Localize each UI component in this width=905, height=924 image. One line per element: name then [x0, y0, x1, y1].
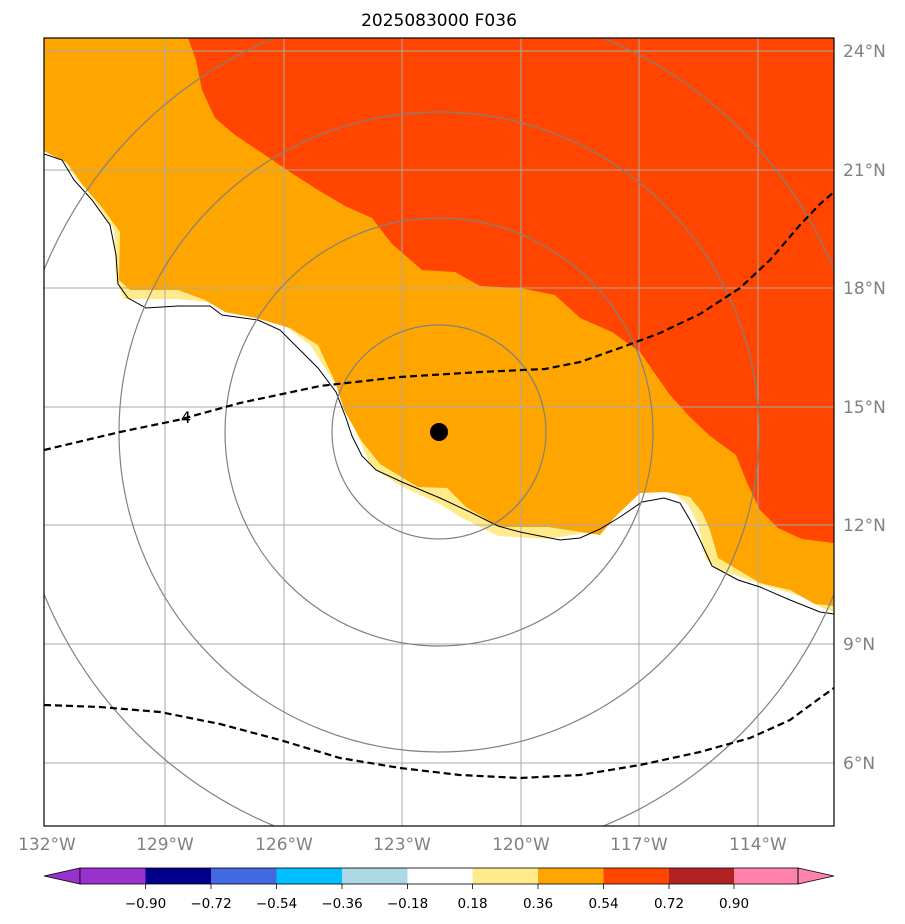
colorbar-tick-label: −0.72	[190, 896, 231, 912]
latitude-labels: 24°N 21°N 18°N 15°N 12°N 9°N 6°N	[843, 42, 886, 774]
colorbar-tick-label: 0.18	[457, 896, 487, 912]
colorbar-tick-label: −0.54	[256, 896, 297, 912]
colorbar-segment	[145, 868, 211, 884]
lat-label: 18°N	[843, 279, 886, 299]
colorbar-outline	[79, 867, 799, 885]
colorbar-segment	[276, 868, 342, 884]
coastline	[44, 153, 834, 615]
contour-label: 4	[181, 408, 191, 427]
lon-label: 120°W	[492, 835, 550, 855]
colorbar-segment	[734, 868, 798, 884]
colorbar-tick-label: 0.72	[654, 896, 684, 912]
lat-label: 12°N	[843, 516, 886, 536]
graticule	[44, 38, 834, 826]
colorbar-extend-high	[797, 867, 835, 885]
colorbar-tick-label: −0.18	[387, 896, 428, 912]
colorbar-tick-label: 0.90	[719, 896, 749, 912]
lon-label: 123°W	[373, 835, 431, 855]
field-band-054-072	[188, 38, 834, 543]
colorbar-segment	[407, 868, 473, 884]
colorbar-segment	[669, 868, 734, 884]
map-frame	[43, 37, 835, 827]
lat-label: 6°N	[843, 754, 875, 774]
lon-label: 126°W	[255, 835, 313, 855]
colorbar-tick-label: −0.36	[321, 896, 362, 912]
storm-center-marker	[430, 423, 448, 441]
lon-label: 132°W	[18, 835, 76, 855]
colorbar-segment	[80, 868, 146, 884]
lon-label: 114°W	[729, 835, 787, 855]
colorbar-tick-label: 0.54	[588, 896, 618, 912]
colorbar-segment	[538, 868, 604, 884]
lat-label: 15°N	[843, 398, 886, 418]
map-area	[44, 38, 834, 826]
colorbar-extend-low	[43, 867, 81, 885]
longitude-labels: 132°W 129°W 126°W 123°W 120°W 117°W 114°…	[18, 835, 787, 855]
colorbar-segment	[211, 868, 277, 884]
colorbar: −0.90 −0.72 −0.54 −0.36 −0.18 0.18 0.36 …	[43, 867, 835, 912]
chart-title: 2025083000 F036	[361, 11, 517, 31]
colorbar-segment	[472, 868, 538, 884]
contour-line-south	[44, 687, 834, 780]
lat-label: 9°N	[843, 635, 875, 655]
colorbar-segment	[603, 868, 669, 884]
colorbar-tick-label: −0.90	[125, 896, 166, 912]
contour-line-north	[44, 191, 834, 452]
colorbar-tick-label: 0.36	[523, 896, 553, 912]
lon-label: 117°W	[610, 835, 668, 855]
lat-label: 24°N	[843, 42, 886, 62]
lon-label: 129°W	[136, 835, 194, 855]
colorbar-segment	[342, 868, 408, 884]
lat-label: 21°N	[843, 161, 886, 181]
